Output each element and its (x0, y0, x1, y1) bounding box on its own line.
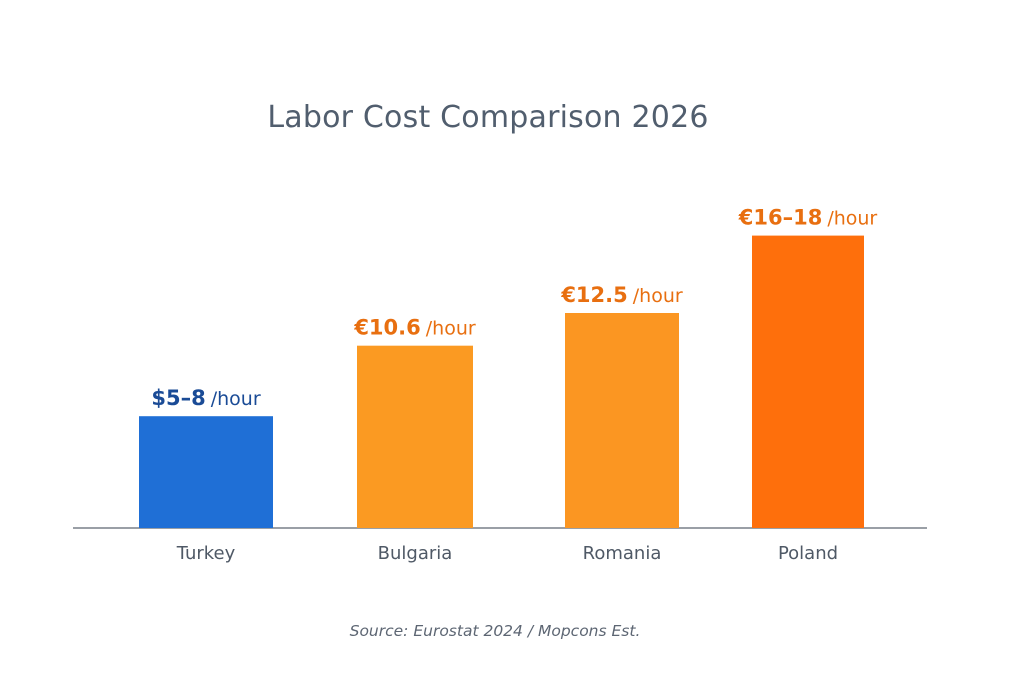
bar-turkey (139, 416, 273, 528)
category-label-turkey: Turkey (176, 543, 236, 564)
source-note: Source: Eurostat 2024 / Mopcons Est. (349, 622, 641, 640)
bar-romania (565, 313, 679, 528)
data-label-unit: /hour (426, 318, 476, 340)
category-labels-layer: Turkey Bulgaria Romania Poland (176, 543, 838, 564)
data-label-value: €10.6 (353, 316, 420, 340)
chart-title: Labor Cost Comparison 2026 (267, 100, 709, 135)
data-labels-layer: $5–8/hour€10.6/hour€12.5/hour€16–18/hour (151, 206, 877, 411)
data-label-turkey: $5–8/hour (151, 386, 260, 410)
data-label-unit: /hour (827, 208, 877, 230)
category-label-poland: Poland (778, 543, 838, 564)
category-label-bulgaria: Bulgaria (378, 543, 453, 564)
data-label-poland: €16–18/hour (738, 206, 878, 230)
data-label-romania: €12.5/hour (560, 283, 683, 307)
data-label-value: $5–8 (151, 386, 205, 410)
data-label-value: €16–18 (738, 206, 823, 230)
category-label-romania: Romania (583, 543, 662, 564)
bar-poland (752, 235, 864, 528)
bars-layer (139, 235, 864, 528)
bar-bulgaria (357, 345, 473, 528)
data-label-unit: /hour (211, 388, 261, 410)
data-label-unit: /hour (633, 285, 683, 307)
data-label-bulgaria: €10.6/hour (353, 316, 476, 340)
data-label-value: €12.5 (560, 283, 627, 307)
